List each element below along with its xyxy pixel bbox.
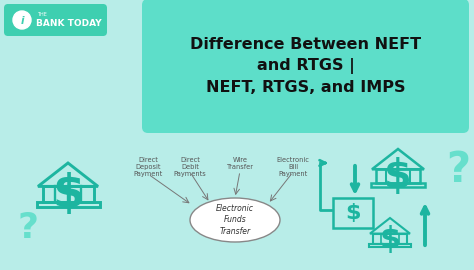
Text: Electronic
Bill
Payment: Electronic Bill Payment — [276, 157, 310, 177]
Bar — [369, 244, 411, 247]
Text: $: $ — [52, 172, 84, 217]
Text: $: $ — [384, 157, 412, 197]
Bar — [373, 234, 407, 244]
Text: Direct
Debit
Payments: Direct Debit Payments — [173, 157, 206, 177]
Bar — [371, 183, 425, 187]
FancyBboxPatch shape — [4, 4, 107, 36]
Text: ?: ? — [446, 149, 470, 191]
FancyBboxPatch shape — [142, 0, 469, 133]
FancyBboxPatch shape — [333, 198, 373, 228]
Text: www.thebanktoday.com: www.thebanktoday.com — [360, 8, 468, 17]
Text: ?: ? — [18, 211, 38, 245]
Bar — [36, 202, 100, 207]
Text: Direct
Deposit
Payment: Direct Deposit Payment — [133, 157, 163, 177]
Circle shape — [13, 11, 31, 29]
Text: Difference Between NEFT
and RTGS |
NEFT, RTGS, and IMPS: Difference Between NEFT and RTGS | NEFT,… — [190, 37, 421, 95]
Text: Electronic
Funds
Transfer: Electronic Funds Transfer — [216, 204, 254, 236]
Bar — [376, 169, 420, 183]
Text: $: $ — [345, 203, 361, 223]
Bar — [43, 186, 93, 202]
Ellipse shape — [190, 198, 280, 242]
Text: i: i — [20, 15, 24, 25]
Text: $: $ — [379, 225, 401, 254]
Text: THE: THE — [37, 12, 47, 18]
Text: BANK TODAY: BANK TODAY — [36, 19, 101, 29]
Text: Wire
Transfer: Wire Transfer — [227, 157, 254, 170]
